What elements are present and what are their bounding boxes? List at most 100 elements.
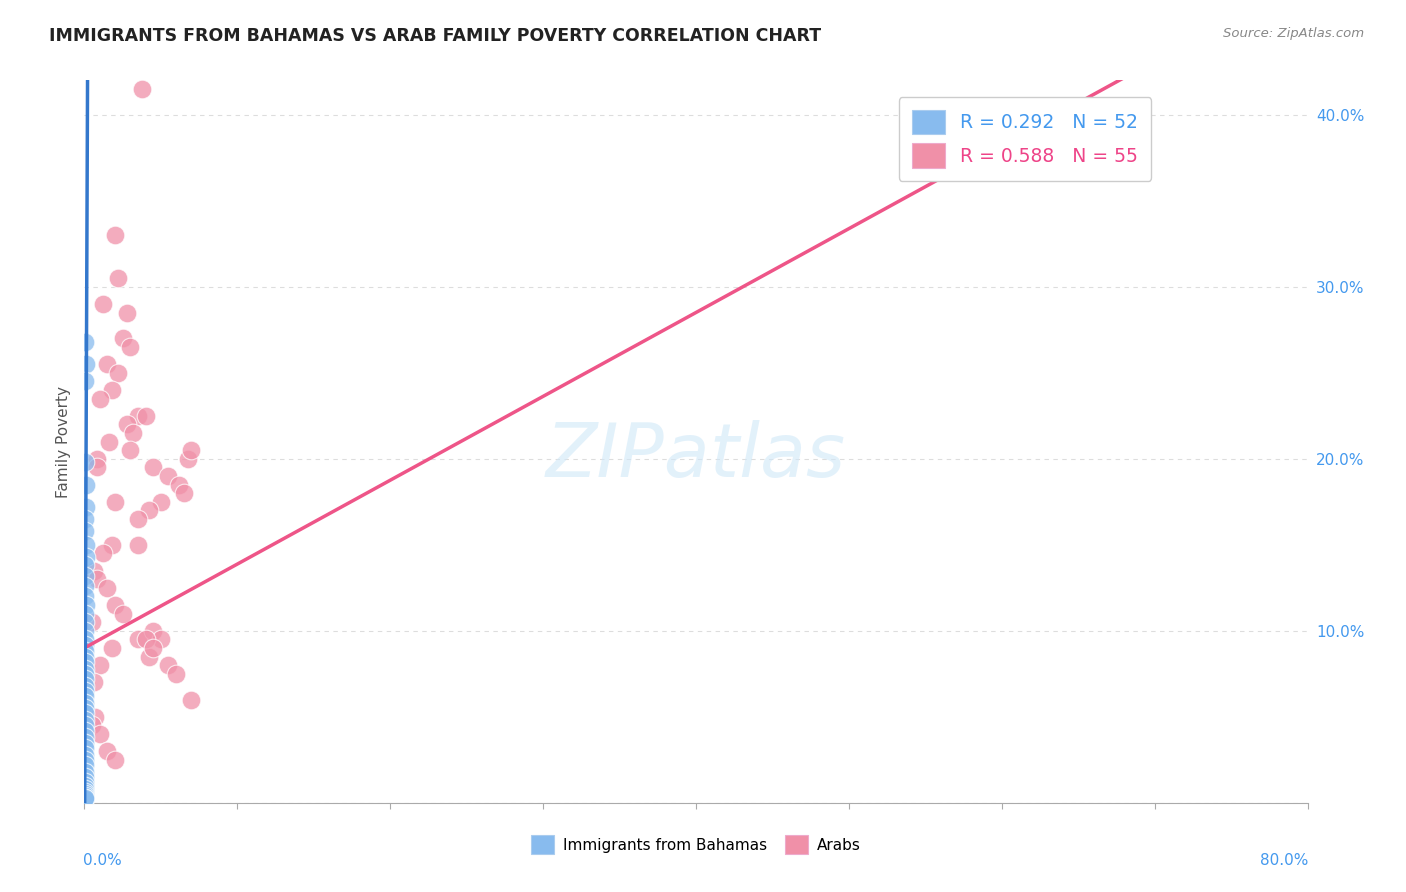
Text: 0.0%: 0.0% [83, 854, 122, 869]
Point [75, 775, 97, 789]
Point [75, 357, 97, 371]
Point [75, 713, 97, 727]
Point [75, 696, 97, 710]
Point [101, 640, 124, 655]
Point [75, 375, 97, 389]
Point [75, 770, 97, 784]
Point [75, 590, 97, 604]
Point [84, 710, 107, 724]
Point [75, 672, 97, 686]
Point [138, 503, 160, 517]
Point [149, 494, 172, 508]
Point [83, 564, 105, 578]
Point [75, 477, 97, 491]
Point [75, 579, 97, 593]
Point [75, 334, 97, 349]
Point [75, 607, 97, 621]
Point [75, 735, 97, 749]
Point [122, 425, 145, 440]
Point [142, 624, 165, 638]
Point [180, 692, 202, 706]
Point [75, 538, 97, 552]
Point [91, 546, 114, 560]
Point [75, 662, 97, 676]
Point [101, 538, 124, 552]
Point [138, 649, 160, 664]
Point [131, 82, 153, 96]
Point [75, 785, 97, 799]
Point [75, 524, 97, 538]
Point [80, 718, 103, 732]
Point [127, 632, 149, 647]
Point [75, 500, 97, 514]
Point [104, 494, 127, 508]
Point [127, 512, 149, 526]
Point [75, 787, 97, 801]
Point [89, 727, 111, 741]
Point [75, 789, 97, 803]
Legend: Immigrants from Bahamas, Arabs: Immigrants from Bahamas, Arabs [524, 830, 868, 860]
Point [111, 331, 134, 345]
Point [75, 753, 97, 767]
Point [104, 228, 127, 243]
Point [75, 615, 97, 630]
Point [180, 443, 202, 458]
Point [75, 790, 97, 805]
Point [75, 649, 97, 664]
Point [115, 305, 138, 319]
Point [75, 666, 97, 681]
Point [157, 658, 180, 673]
Point [86, 460, 108, 475]
Point [86, 572, 108, 586]
Point [75, 740, 97, 755]
Point [165, 666, 187, 681]
Point [167, 477, 190, 491]
Point [86, 451, 108, 466]
Point [75, 701, 97, 715]
Point [75, 512, 97, 526]
Point [96, 357, 118, 371]
Point [75, 782, 97, 797]
Point [104, 598, 127, 612]
Point [89, 658, 111, 673]
Point [127, 538, 149, 552]
Point [75, 689, 97, 703]
Point [89, 392, 111, 406]
Point [104, 753, 127, 767]
Text: 80.0%: 80.0% [1260, 854, 1309, 869]
Text: Source: ZipAtlas.com: Source: ZipAtlas.com [1223, 27, 1364, 40]
Point [120, 340, 142, 354]
Point [75, 718, 97, 732]
Point [157, 469, 180, 483]
Point [127, 409, 149, 423]
Point [135, 409, 157, 423]
Point [83, 675, 105, 690]
Point [142, 460, 165, 475]
Point [80, 615, 103, 630]
Point [115, 417, 138, 432]
Point [96, 744, 118, 758]
Point [75, 598, 97, 612]
Point [75, 779, 97, 793]
Y-axis label: Family Poverty: Family Poverty [56, 385, 72, 498]
Point [135, 632, 157, 647]
Point [101, 383, 124, 397]
Point [111, 607, 134, 621]
Point [75, 684, 97, 698]
Point [75, 679, 97, 693]
Point [173, 486, 195, 500]
Point [75, 758, 97, 772]
Point [75, 764, 97, 779]
Point [75, 455, 97, 469]
Point [75, 747, 97, 762]
Point [149, 632, 172, 647]
Point [75, 632, 97, 647]
Point [75, 792, 97, 806]
Point [107, 366, 129, 380]
Point [75, 644, 97, 658]
Point [120, 443, 142, 458]
Point [75, 790, 97, 805]
Point [75, 706, 97, 721]
Point [75, 723, 97, 738]
Point [96, 581, 118, 595]
